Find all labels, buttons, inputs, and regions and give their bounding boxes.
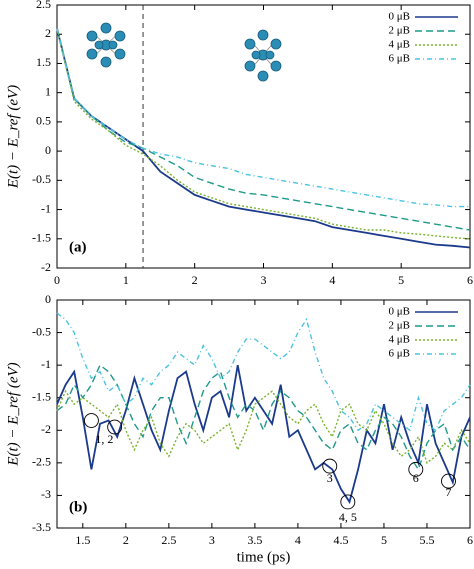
x-tick-label: 3 xyxy=(209,533,215,547)
y-tick-label: -0.5 xyxy=(32,324,51,338)
y-tick-label: 1.5 xyxy=(36,55,51,69)
cluster-icon xyxy=(86,22,126,68)
y-tick-label: 2.5 xyxy=(36,0,51,11)
series-line xyxy=(56,389,471,465)
panel-label: (b) xyxy=(69,499,87,515)
y-tick-label: -0.5 xyxy=(32,172,51,186)
x-tick-label: 4 xyxy=(329,273,335,287)
x-tick-label: 5.5 xyxy=(419,533,434,547)
highlight-circle xyxy=(322,458,338,474)
y-tick-label: -3.5 xyxy=(32,520,51,534)
annotation: 7 xyxy=(445,485,451,499)
x-tick-label: 4 xyxy=(295,533,301,547)
x-tick-label: 6 xyxy=(467,533,473,547)
legend-label: 4 μB xyxy=(389,334,410,346)
series-line xyxy=(56,28,471,231)
y-axis-label: E(t) − E_ref (eV) xyxy=(5,362,21,466)
legend-label: 6 μB xyxy=(389,348,410,360)
y-tick-label: 0 xyxy=(45,292,51,306)
cluster-icon xyxy=(244,29,282,82)
series-line xyxy=(56,28,471,249)
series-line xyxy=(56,364,471,471)
y-tick-label: -2.5 xyxy=(32,455,51,469)
x-tick-label: 1 xyxy=(123,273,129,287)
y-tick-label: -1 xyxy=(41,201,51,215)
y-tick-label: -3 xyxy=(41,487,51,501)
y-tick-label: -1 xyxy=(41,357,51,371)
highlight-circle xyxy=(340,494,356,510)
y-tick-label: -1.5 xyxy=(32,231,51,245)
legend-label: 0 μB xyxy=(389,306,410,318)
highlight-circle xyxy=(107,419,123,435)
y-tick-label: -2 xyxy=(41,260,51,274)
y-tick-label: 1 xyxy=(45,84,51,98)
x-tick-label: 4.5 xyxy=(333,533,348,547)
x-tick-label: 6 xyxy=(467,273,473,287)
x-tick-label: 5 xyxy=(381,533,387,547)
annotation: 4, 5 xyxy=(339,510,357,524)
x-axis-label: time (ps) xyxy=(237,549,291,565)
x-tick-label: 2 xyxy=(192,273,198,287)
annotation: 6 xyxy=(413,471,419,485)
annotation: 1, 2 xyxy=(95,432,113,446)
panel-label: (a) xyxy=(69,239,87,255)
series-line xyxy=(56,28,471,240)
y-tick-label: -2 xyxy=(41,422,51,436)
y-tick-label: 2 xyxy=(45,26,51,40)
x-tick-label: 3.5 xyxy=(247,533,262,547)
y-tick-label: -1.5 xyxy=(32,389,51,403)
series-line xyxy=(56,28,470,208)
plot-frame xyxy=(56,299,471,529)
x-tick-label: 2.5 xyxy=(161,533,176,547)
highlight-circle xyxy=(83,413,99,428)
legend-label: 2 μB xyxy=(389,25,410,37)
legend-label: 2 μB xyxy=(389,320,410,332)
series-line xyxy=(56,364,471,505)
legend-label: 6 μB xyxy=(389,53,410,65)
y-tick-label: 0 xyxy=(45,143,51,157)
y-tick-label: 0.5 xyxy=(36,114,51,128)
x-tick-label: 2 xyxy=(123,533,129,547)
legend-label: 0 μB xyxy=(389,11,410,23)
y-axis-label: E(t) − E_ref (eV) xyxy=(5,85,21,189)
highlight-circle xyxy=(441,473,456,489)
annotation: 3 xyxy=(327,471,333,485)
x-tick-label: 1.5 xyxy=(75,533,90,547)
x-tick-label: 3 xyxy=(261,273,267,287)
highlight-circle xyxy=(408,461,424,477)
legend-label: 4 μB xyxy=(389,39,410,51)
x-tick-label: 0 xyxy=(54,273,60,287)
x-tick-label: 5 xyxy=(398,273,404,287)
